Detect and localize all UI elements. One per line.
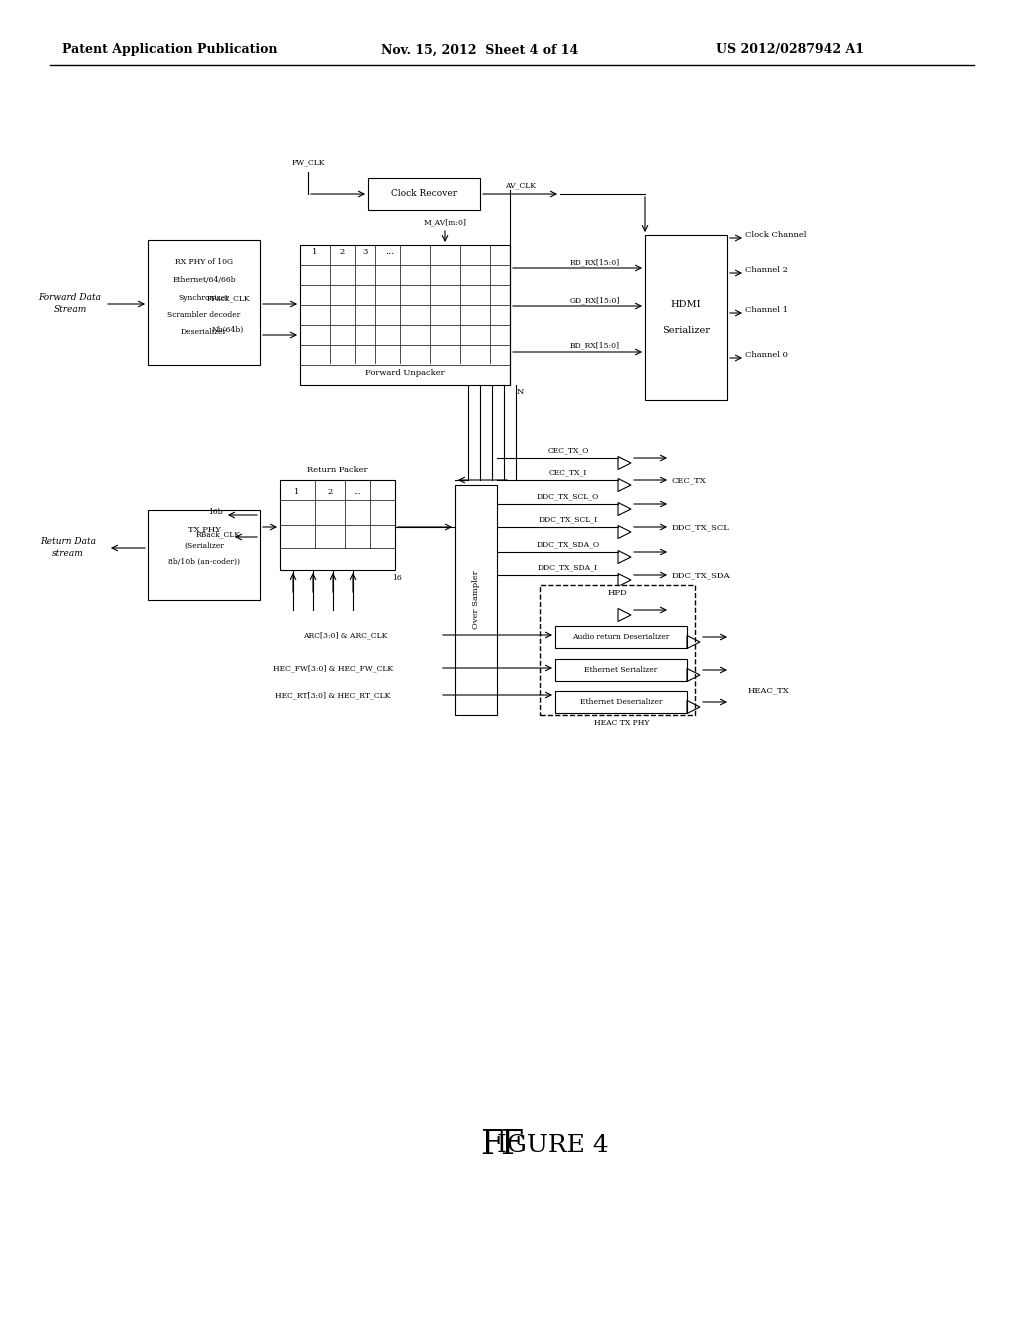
Text: 1: 1 <box>294 488 300 496</box>
Text: 3: 3 <box>362 248 368 256</box>
Text: Nb(64b): Nb(64b) <box>212 326 244 334</box>
Text: Nov. 15, 2012  Sheet 4 of 14: Nov. 15, 2012 Sheet 4 of 14 <box>381 44 579 57</box>
Text: (Serializer: (Serializer <box>184 543 224 550</box>
Text: Patent Application Publication: Patent Application Publication <box>62 44 278 57</box>
Text: ...: ... <box>385 248 394 256</box>
FancyBboxPatch shape <box>555 690 687 713</box>
FancyBboxPatch shape <box>540 585 695 715</box>
Text: RX PHY of 10G: RX PHY of 10G <box>175 259 233 267</box>
Text: US 2012/0287942 A1: US 2012/0287942 A1 <box>716 44 864 57</box>
Text: Return Data: Return Data <box>40 537 96 546</box>
FancyBboxPatch shape <box>148 240 260 366</box>
Text: BD_RX[15:0]: BD_RX[15:0] <box>570 341 620 348</box>
Text: DDC_TX_SDA: DDC_TX_SDA <box>672 572 731 579</box>
FancyBboxPatch shape <box>368 178 480 210</box>
FancyBboxPatch shape <box>280 480 395 570</box>
FancyBboxPatch shape <box>455 484 497 715</box>
Text: ARC[3:0] & ARC_CLK: ARC[3:0] & ARC_CLK <box>303 631 387 639</box>
Text: FPack_CLK: FPack_CLK <box>206 294 250 302</box>
Text: 16b: 16b <box>208 508 222 516</box>
Text: HDMI: HDMI <box>671 300 701 309</box>
Text: stream: stream <box>52 549 84 558</box>
Text: CEC_TX: CEC_TX <box>672 477 707 484</box>
Text: HEAC_TX: HEAC_TX <box>748 686 790 694</box>
Text: AV_CLK: AV_CLK <box>505 181 536 189</box>
Text: Audio return Deserializer: Audio return Deserializer <box>572 634 670 642</box>
Text: Forward Data: Forward Data <box>39 293 101 302</box>
Text: RD_RX[15:0]: RD_RX[15:0] <box>570 257 621 267</box>
Text: DDC_TX_SCL: DDC_TX_SCL <box>672 523 730 531</box>
Text: Ethernet Deserializer: Ethernet Deserializer <box>580 698 663 706</box>
Text: FW_CLK: FW_CLK <box>291 158 325 166</box>
Text: N: N <box>516 388 523 396</box>
Text: CEC_TX_O: CEC_TX_O <box>547 446 589 454</box>
Text: F: F <box>480 1129 503 1162</box>
Text: Channel 2: Channel 2 <box>745 267 787 275</box>
Text: 16: 16 <box>392 574 401 582</box>
Text: Clock Channel: Clock Channel <box>745 231 807 239</box>
Text: Channel 0: Channel 0 <box>745 351 787 359</box>
Text: Ethernet Serializer: Ethernet Serializer <box>585 667 657 675</box>
Text: 1: 1 <box>312 248 317 256</box>
Text: Clock Recover: Clock Recover <box>391 190 457 198</box>
FancyBboxPatch shape <box>300 246 510 385</box>
Text: DDC_TX_SDA_I: DDC_TX_SDA_I <box>538 564 598 572</box>
FancyBboxPatch shape <box>555 659 687 681</box>
Text: Return Packer: Return Packer <box>307 466 368 474</box>
Text: HPD: HPD <box>607 589 628 597</box>
Text: HEAC TX PHY: HEAC TX PHY <box>594 719 649 727</box>
Text: 2: 2 <box>328 488 333 496</box>
Text: Serializer: Serializer <box>662 326 710 335</box>
Text: Ethernet/64/66b: Ethernet/64/66b <box>172 276 236 284</box>
Text: HEC_RT[3:0] & HEC_RT_CLK: HEC_RT[3:0] & HEC_RT_CLK <box>275 690 391 700</box>
Text: Synchronizer: Synchronizer <box>178 293 229 301</box>
Text: DDC_TX_SCL_I: DDC_TX_SCL_I <box>539 515 598 523</box>
Text: M_AV[m:0]: M_AV[m:0] <box>424 218 467 226</box>
Text: GD_RX[15:0]: GD_RX[15:0] <box>569 296 621 304</box>
Text: Scrambler decoder: Scrambler decoder <box>167 312 241 319</box>
Text: Channel 1: Channel 1 <box>745 306 788 314</box>
FancyBboxPatch shape <box>645 235 727 400</box>
Text: DDC_TX_SCL_O: DDC_TX_SCL_O <box>537 492 599 500</box>
FancyBboxPatch shape <box>555 626 687 648</box>
Text: CEC_TX_I: CEC_TX_I <box>549 469 587 477</box>
Text: RBack_CLK: RBack_CLK <box>196 531 241 539</box>
Text: Forward Unpacker: Forward Unpacker <box>366 370 444 378</box>
Text: IGURE 4: IGURE 4 <box>497 1134 608 1156</box>
Text: 8b/10b (an-coder)): 8b/10b (an-coder)) <box>168 558 240 566</box>
Text: Deserializer: Deserializer <box>181 329 227 337</box>
Text: ...: ... <box>353 488 360 496</box>
Text: Stream: Stream <box>53 305 87 314</box>
Text: DDC_TX_SDA_O: DDC_TX_SDA_O <box>537 540 600 548</box>
Text: Over Sampler: Over Sampler <box>472 570 480 630</box>
Text: TX PHY: TX PHY <box>187 525 220 533</box>
Text: HEC_FW[3:0] & HEC_FW_CLK: HEC_FW[3:0] & HEC_FW_CLK <box>273 664 393 672</box>
Text: 2: 2 <box>339 248 345 256</box>
FancyBboxPatch shape <box>148 510 260 601</box>
Text: F: F <box>501 1129 523 1162</box>
